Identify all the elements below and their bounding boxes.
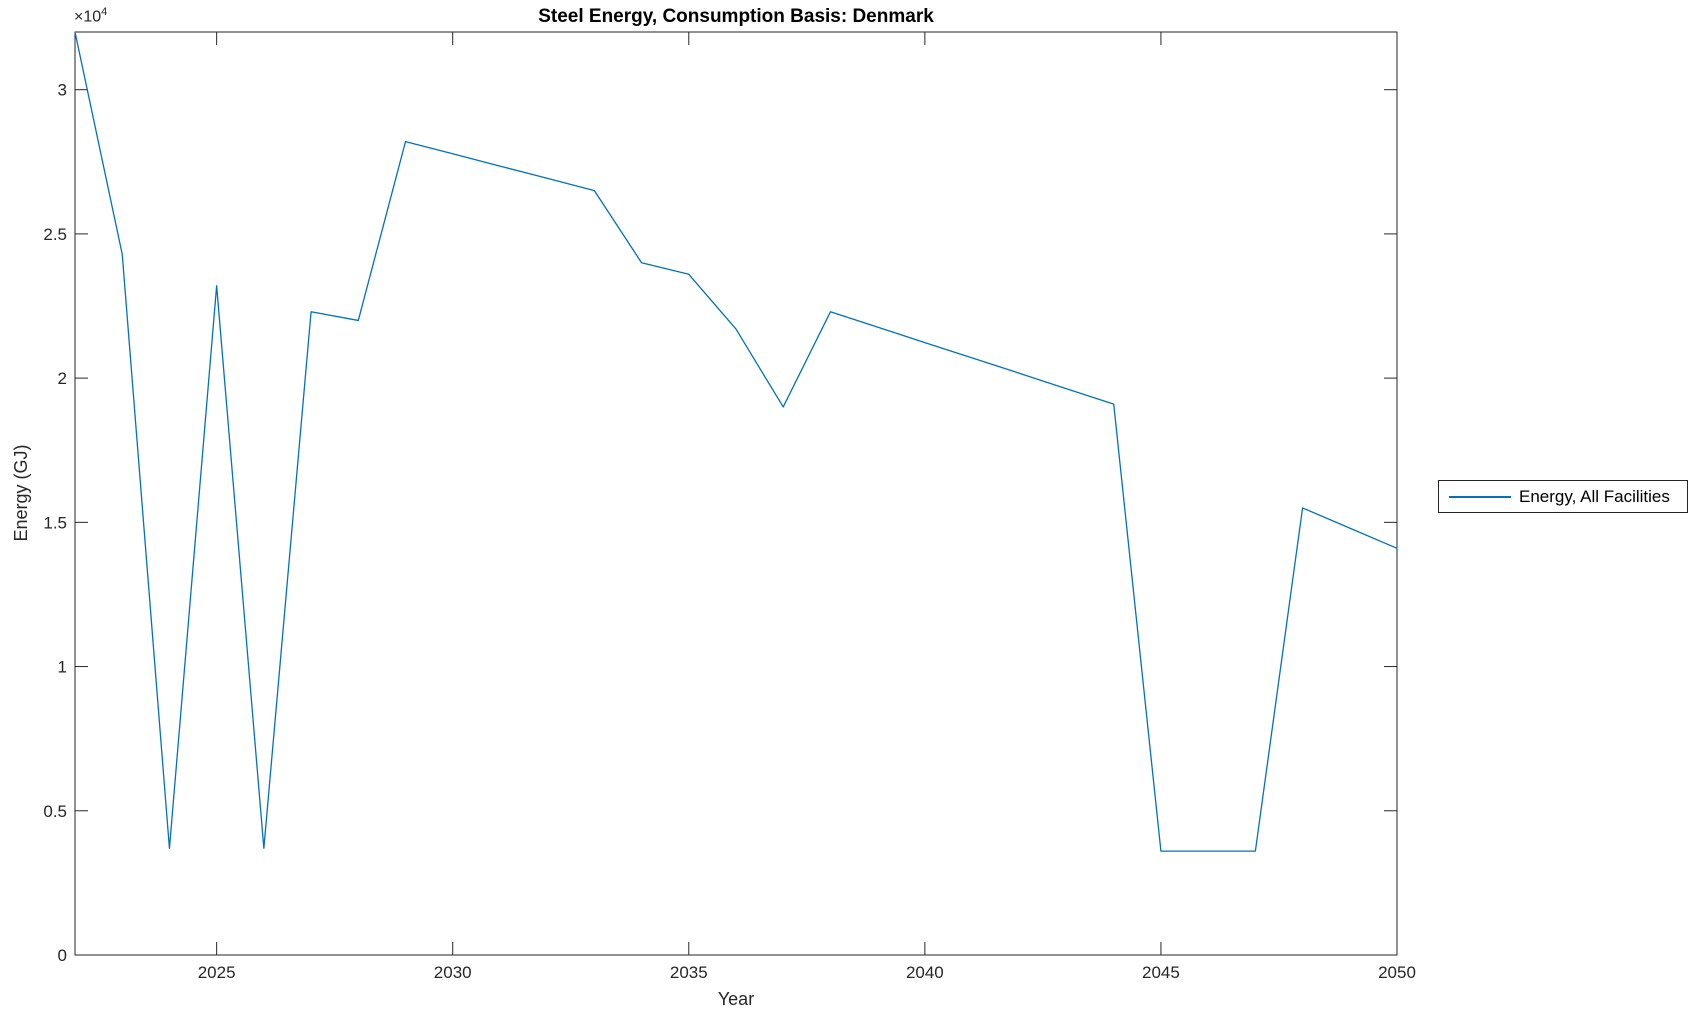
x-tick-label: 2040 [906,963,944,982]
y-tick-label: 3 [58,81,67,100]
y-tick-label: 2.5 [43,225,67,244]
y-axis-exponent-base: ×10 [74,8,102,26]
x-tick-label: 2035 [670,963,708,982]
y-tick-label: 1 [58,658,67,677]
y-axis-exponent: ×104 [74,6,107,26]
x-tick-label: 2030 [434,963,472,982]
legend-entry-label: Energy, All Facilities [1519,486,1670,506]
x-tick-label: 2025 [198,963,236,982]
x-tick-label: 2050 [1378,963,1416,982]
legend-line-sample [1449,495,1511,498]
chart-title: Steel Energy, Consumption Basis: Denmark [538,6,934,27]
y-tick-label: 0.5 [43,802,67,821]
y-tick-label: 0 [58,946,67,965]
plot-border [74,31,1398,956]
x-tick-label: 2045 [1142,963,1180,982]
y-tick-label: 1.5 [43,513,67,532]
y-axis-label: Energy (GJ) [11,444,31,542]
data-line [74,31,1398,852]
x-axis-label: Year [717,989,755,1009]
y-axis-exponent-power: 4 [101,6,108,18]
y-tick-label: 2 [58,369,67,388]
legend-box: Energy, All Facilities [1438,480,1688,513]
